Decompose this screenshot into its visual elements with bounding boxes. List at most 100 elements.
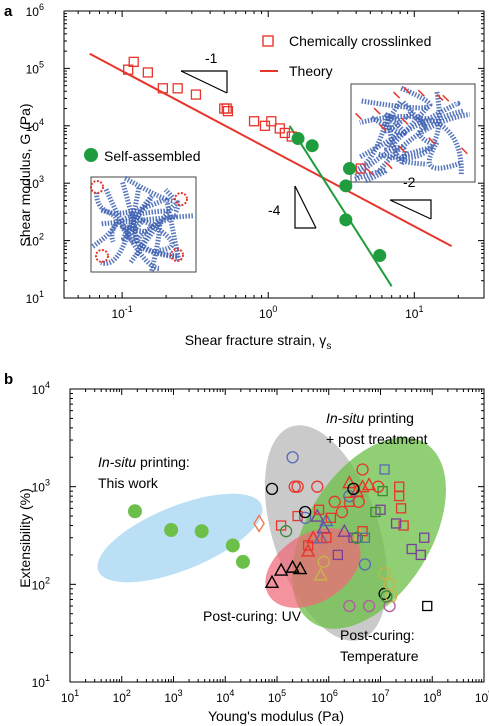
region-this-work <box>97 493 263 583</box>
point-open-circle <box>291 480 304 493</box>
inset-crosslink <box>442 94 450 102</box>
point-open-circle <box>362 599 376 613</box>
point-open-square <box>395 503 407 514</box>
slope-triangle-minus-1-hyp <box>180 70 228 94</box>
panel-a-y-tick-label: 101 <box>26 289 44 306</box>
point-this-work <box>194 524 209 539</box>
point-open-square <box>303 540 314 551</box>
point-this-work <box>235 554 250 569</box>
panel-b-x-tick-label: 101 <box>61 688 79 705</box>
point-open-square <box>422 600 433 612</box>
point-open-square <box>398 520 409 531</box>
slope-triangle-minus-4-hyp <box>294 185 317 229</box>
inset-crosslink <box>436 93 444 101</box>
point-open-triangle <box>273 562 289 576</box>
panel-b-x-tick-label: 103 <box>164 688 182 705</box>
self-assembled-label: Self-assembled <box>84 148 201 164</box>
point-open-square <box>390 518 402 529</box>
panel-a-y-tick-label: 103 <box>26 174 44 191</box>
inset-polymer-strand <box>359 100 461 159</box>
point-self-assembled <box>339 213 353 227</box>
point-chemically-crosslinked <box>221 103 232 114</box>
slope-label-minus-4: -4 <box>268 202 281 218</box>
point-open-circle <box>380 590 393 603</box>
inset-crosslink <box>417 89 425 97</box>
point-chemically-crosslinked <box>248 116 260 127</box>
inset-polymer-strand <box>131 193 178 260</box>
inset-polymer-strand <box>401 100 429 131</box>
panel-b-plot-frame <box>69 388 485 683</box>
inset-crosslink <box>393 91 401 99</box>
point-open-circle <box>350 531 364 544</box>
inset-micelle-core <box>170 248 184 262</box>
slope-label-minus-1: -1 <box>205 50 218 66</box>
panel-b-x-tick-label: 107 <box>371 688 389 705</box>
panel-b-y-tick-label: 103 <box>32 478 50 495</box>
panel-a-y-axis-label: Shear modulus, G (Pa) <box>17 103 33 246</box>
legend-label-theory: Theory <box>289 63 333 79</box>
point-open-square <box>325 512 337 523</box>
point-open-triangle <box>319 513 334 527</box>
inset-polymer-strand <box>91 207 119 249</box>
point-chemically-crosslinked <box>266 116 277 127</box>
point-self-assembled <box>342 162 356 176</box>
panel-a: a 10-1 100 101 101 102 103 104 105 106 Chemicall… <box>4 2 485 352</box>
panel-b-label: b <box>4 371 13 388</box>
point-chemically-crosslinked <box>157 83 169 94</box>
point-open-circle <box>343 489 356 503</box>
inset-crosslink <box>366 168 374 176</box>
point-open-triangle <box>361 477 377 491</box>
panel-a-y-tick-label: 104 <box>26 117 44 134</box>
point-open-circle <box>378 587 391 600</box>
inset-polymer-strand <box>353 112 391 173</box>
point-chemically-crosslinked <box>172 83 183 94</box>
point-open-triangle <box>337 523 352 537</box>
point-open-circle <box>317 555 330 568</box>
region-post-curing-uv <box>265 528 361 608</box>
panel-a-y-tick-label: 102 <box>26 232 44 249</box>
inset-micelle-core <box>174 192 188 206</box>
point-self-assembled <box>339 179 353 193</box>
self-assembled-network-inset <box>90 176 197 273</box>
inset-polymer-strand <box>398 145 434 167</box>
point-open-circle <box>384 590 398 603</box>
point-chemically-crosslinked <box>355 163 366 174</box>
inset-polymer-strand <box>361 85 433 111</box>
point-open-circle <box>378 567 391 580</box>
point-open-square <box>394 490 405 502</box>
point-self-assembled <box>373 249 387 263</box>
inset-polymer-strand <box>354 167 389 184</box>
inset-crosslink <box>385 162 393 170</box>
panel-b-y-tick-label: 101 <box>32 673 50 690</box>
panel-b-y-tick-label: 102 <box>32 575 50 592</box>
panel-b: b 101 102 103 104 105 106 107 108 109 101 102 103 10… <box>4 371 489 724</box>
inset-polymer-strand <box>129 211 175 253</box>
point-open-triangle <box>285 559 300 573</box>
slope-triangle-minus-2 <box>390 199 432 219</box>
point-open-circle <box>347 482 360 495</box>
point-open-square <box>419 532 430 543</box>
point-open-circle <box>358 558 372 571</box>
inset-crosslink <box>460 147 468 155</box>
inset-polymer-strand <box>103 186 160 271</box>
point-open-circle <box>371 480 385 493</box>
panel-b-x-tick-label: 109 <box>475 688 489 705</box>
point-open-circle <box>356 463 369 476</box>
self-assembled-marker <box>84 148 98 162</box>
inset-polymer-strand <box>120 181 139 245</box>
point-open-circle <box>286 451 299 464</box>
point-chemically-crosslinked <box>222 105 234 117</box>
inset-polymer-strand <box>426 140 461 171</box>
point-open-circle <box>279 525 293 538</box>
point-open-circle <box>328 495 341 508</box>
point-chemically-crosslinked <box>219 103 230 114</box>
point-open-triangle <box>313 530 328 544</box>
point-open-square <box>370 506 381 518</box>
panel-a-slope-triangles <box>180 70 432 229</box>
inset-polymer-strand <box>164 197 182 261</box>
inset-crosslink <box>428 137 436 145</box>
panel-a-x-tick-label: 100 <box>259 304 277 321</box>
self-assembled-text: Self-assembled <box>104 148 201 164</box>
point-open-circle <box>288 480 301 493</box>
inset-crosslink <box>355 112 363 120</box>
